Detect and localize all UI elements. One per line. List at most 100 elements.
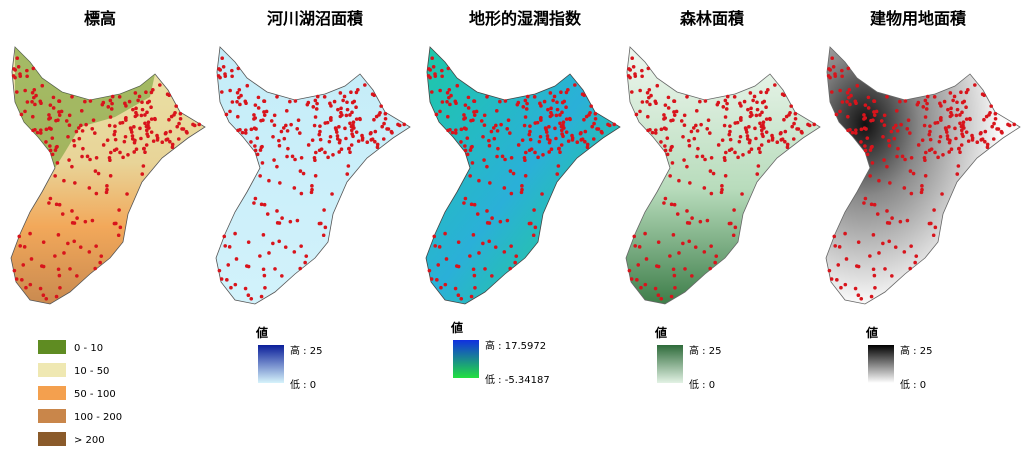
sample-point [56,233,61,237]
sample-point [139,113,144,118]
sample-point [402,122,407,127]
sample-point [146,120,151,125]
sample-point [947,125,951,129]
sample-point [471,118,475,122]
sample-point [447,87,452,92]
sample-point [920,187,924,192]
sample-point [53,254,57,258]
sample-point [699,122,703,127]
sample-point [830,90,834,94]
sample-point [249,127,254,132]
sample-point [286,146,290,151]
sample-point [909,191,914,196]
sample-point [747,125,751,129]
sample-point [360,138,365,142]
sample-point [64,119,69,123]
sample-point [720,184,724,188]
sample-point [299,244,303,248]
sample-point [255,136,260,140]
sample-point [695,154,699,159]
sample-point [877,251,881,255]
sample-point [243,128,248,132]
sample-point [663,196,668,201]
sample-point [903,99,908,103]
sample-point [863,196,868,201]
sample-point [279,129,284,134]
sample-point [580,92,585,97]
sample-point [568,116,572,121]
sample-point [830,56,835,61]
sample-point [905,126,910,131]
sample-point [523,158,527,162]
sample-point [15,90,19,94]
sample-point [584,114,589,119]
sample-point [758,150,762,154]
sample-point [70,221,75,225]
sample-point [487,138,491,143]
sample-point [136,98,140,103]
sample-point [924,150,928,155]
sample-point [783,129,788,134]
sample-point [632,234,637,239]
legend-low: 低 : 0 [689,378,715,391]
sample-point [645,90,650,95]
sample-point [902,186,907,190]
sample-point [659,127,664,132]
sample-point [277,239,282,244]
sample-point [889,129,894,134]
sample-point [73,181,77,185]
sample-point [137,94,142,99]
sample-point [28,231,32,236]
sample-point [671,233,676,237]
sample-point [485,221,490,225]
sample-point [653,131,658,135]
sample-point [38,286,43,291]
sample-point [645,99,649,104]
sample-point [133,91,138,95]
sample-point [685,94,689,99]
sample-point [628,68,633,72]
sample-point [354,117,359,121]
sample-point [948,91,953,95]
sample-point [826,74,831,78]
sample-point [225,278,229,282]
sample-point [751,98,755,103]
sample-point [236,128,240,133]
sample-point [278,181,282,185]
sample-point [121,155,125,160]
sample-point [694,123,698,128]
sample-point [40,83,45,88]
sample-point [692,136,697,141]
sample-point [759,90,763,95]
sample-point [177,121,181,126]
sample-point [560,100,565,105]
sample-point [365,140,370,145]
sample-point [859,140,863,144]
sample-point [951,98,955,103]
sample-point [50,136,55,140]
legend-heading: 値 [865,325,878,340]
sample-point [541,152,545,157]
sample-point [453,128,458,132]
sample-point [927,221,932,226]
sample-point [766,139,771,143]
sample-point [711,171,716,176]
sample-point [318,129,322,134]
sample-point [230,68,234,73]
sample-point [523,115,528,119]
sample-point [19,112,24,117]
sample-point [770,138,775,142]
sample-point [720,138,725,142]
sample-point [83,219,88,224]
sample-point [570,133,574,138]
sample-point [38,131,43,135]
sample-point [689,129,694,134]
sample-point [168,139,172,144]
sample-point [133,138,137,143]
sample-point [838,88,842,93]
sample-point [354,130,359,134]
sample-point [952,94,957,99]
sample-point [964,105,968,109]
sample-point [747,150,752,154]
